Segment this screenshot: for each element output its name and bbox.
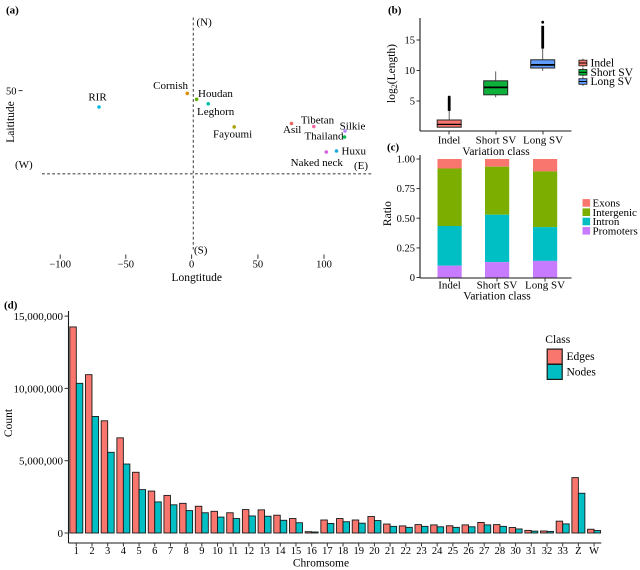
svg-text:Promoters: Promoters bbox=[593, 226, 638, 238]
svg-text:0: 0 bbox=[189, 260, 194, 271]
svg-text:W: W bbox=[589, 546, 599, 557]
svg-text:6: 6 bbox=[152, 546, 157, 557]
svg-text:13: 13 bbox=[259, 546, 270, 557]
svg-text:5: 5 bbox=[136, 546, 141, 557]
svg-text:14: 14 bbox=[275, 546, 286, 557]
svg-text:Long SV: Long SV bbox=[523, 135, 563, 147]
svg-text:16: 16 bbox=[306, 546, 317, 557]
svg-text:10: 10 bbox=[405, 66, 416, 77]
svg-text:Short SV: Short SV bbox=[591, 67, 634, 79]
svg-text:19: 19 bbox=[353, 546, 364, 557]
svg-text:20: 20 bbox=[369, 546, 380, 557]
svg-text:27: 27 bbox=[479, 546, 490, 557]
svg-text:Short SV: Short SV bbox=[477, 280, 518, 292]
svg-text:Count: Count bbox=[3, 408, 15, 437]
svg-text:Long SV: Long SV bbox=[525, 280, 565, 292]
svg-text:0.25: 0.25 bbox=[397, 244, 415, 255]
svg-text:15: 15 bbox=[291, 546, 302, 557]
svg-text:9: 9 bbox=[199, 546, 204, 557]
svg-text:31: 31 bbox=[526, 546, 537, 557]
svg-text:0: 0 bbox=[410, 273, 415, 284]
svg-text:22: 22 bbox=[401, 546, 412, 557]
svg-text:(b): (b) bbox=[388, 5, 402, 17]
svg-text:Intergenic: Intergenic bbox=[593, 207, 638, 219]
svg-text:log2(Length): log2(Length) bbox=[386, 44, 399, 103]
svg-text:Longtitude: Longtitude bbox=[171, 272, 221, 284]
svg-text:Short SV: Short SV bbox=[476, 135, 517, 147]
svg-text:2: 2 bbox=[89, 546, 94, 557]
svg-text:4: 4 bbox=[121, 546, 127, 557]
svg-text:(a): (a) bbox=[6, 5, 19, 17]
svg-text:28: 28 bbox=[495, 546, 506, 557]
svg-text:(S): (S) bbox=[194, 245, 208, 257]
svg-text:(N): (N) bbox=[197, 17, 213, 29]
svg-text:25: 25 bbox=[448, 546, 459, 557]
svg-text:1: 1 bbox=[74, 546, 79, 557]
svg-text:(E): (E) bbox=[354, 160, 368, 172]
svg-text:Edges: Edges bbox=[567, 351, 596, 363]
svg-text:(d): (d) bbox=[4, 300, 18, 312]
svg-text:Chromsome: Chromsome bbox=[293, 558, 349, 570]
svg-text:Leghorn: Leghorn bbox=[197, 106, 235, 118]
svg-text:18: 18 bbox=[338, 546, 349, 557]
svg-text:Laititude: Laititude bbox=[5, 101, 17, 143]
svg-text:Long SV: Long SV bbox=[591, 76, 634, 88]
svg-text:Houdan: Houdan bbox=[198, 88, 233, 100]
svg-text:Indel: Indel bbox=[438, 135, 461, 147]
svg-text:12: 12 bbox=[244, 546, 255, 557]
svg-text:10: 10 bbox=[212, 546, 223, 557]
svg-text:0: 0 bbox=[58, 528, 64, 540]
svg-text:5,000,000: 5,000,000 bbox=[19, 456, 64, 468]
svg-text:Exons: Exons bbox=[593, 198, 621, 210]
svg-text:24: 24 bbox=[432, 546, 443, 557]
svg-text:50: 50 bbox=[6, 86, 17, 97]
svg-text:23: 23 bbox=[416, 546, 427, 557]
svg-text:1.00: 1.00 bbox=[397, 155, 415, 166]
svg-text:5: 5 bbox=[410, 97, 415, 108]
svg-text:32: 32 bbox=[542, 546, 553, 557]
svg-text:100: 100 bbox=[316, 260, 332, 271]
svg-text:50: 50 bbox=[253, 260, 264, 271]
svg-text:21: 21 bbox=[385, 546, 396, 557]
svg-text:30: 30 bbox=[510, 546, 521, 557]
svg-text:Indel: Indel bbox=[438, 280, 461, 292]
svg-text:Tibetan: Tibetan bbox=[301, 115, 335, 127]
svg-text:8: 8 bbox=[184, 546, 189, 557]
svg-text:26: 26 bbox=[463, 546, 474, 557]
svg-text:−50: −50 bbox=[118, 260, 134, 271]
svg-text:−100: −100 bbox=[49, 260, 71, 271]
svg-text:Huxu: Huxu bbox=[342, 146, 367, 158]
svg-text:15,000,000: 15,000,000 bbox=[14, 311, 64, 323]
svg-text:Class: Class bbox=[545, 334, 570, 346]
svg-text:RIR: RIR bbox=[88, 92, 107, 104]
svg-text:17: 17 bbox=[322, 546, 333, 557]
svg-text:11: 11 bbox=[228, 546, 238, 557]
svg-text:0.75: 0.75 bbox=[397, 184, 415, 195]
svg-text:Indel: Indel bbox=[591, 58, 615, 70]
svg-text:Z: Z bbox=[575, 546, 581, 557]
svg-text:Variation class: Variation class bbox=[462, 146, 530, 158]
svg-text:Nodes: Nodes bbox=[567, 367, 597, 379]
svg-text:Asil: Asil bbox=[283, 124, 301, 136]
svg-text:Intron: Intron bbox=[593, 216, 620, 228]
svg-text:Thailand: Thailand bbox=[304, 131, 344, 143]
svg-text:33: 33 bbox=[557, 546, 568, 557]
svg-text:Variation class: Variation class bbox=[463, 291, 531, 303]
svg-text:Ratio: Ratio bbox=[382, 201, 394, 226]
svg-text:Silkie: Silkie bbox=[340, 121, 366, 133]
svg-text:(c): (c) bbox=[387, 142, 400, 154]
svg-text:3: 3 bbox=[105, 546, 110, 557]
svg-text:Naked neck: Naked neck bbox=[291, 157, 344, 169]
svg-text:0.50: 0.50 bbox=[397, 214, 415, 225]
svg-text:Fayoumi: Fayoumi bbox=[213, 129, 252, 141]
svg-text:10,000,000: 10,000,000 bbox=[14, 383, 64, 395]
svg-text:15: 15 bbox=[405, 36, 416, 47]
svg-text:(W): (W) bbox=[15, 159, 33, 171]
svg-text:7: 7 bbox=[168, 546, 173, 557]
svg-text:Cornish: Cornish bbox=[153, 80, 188, 92]
